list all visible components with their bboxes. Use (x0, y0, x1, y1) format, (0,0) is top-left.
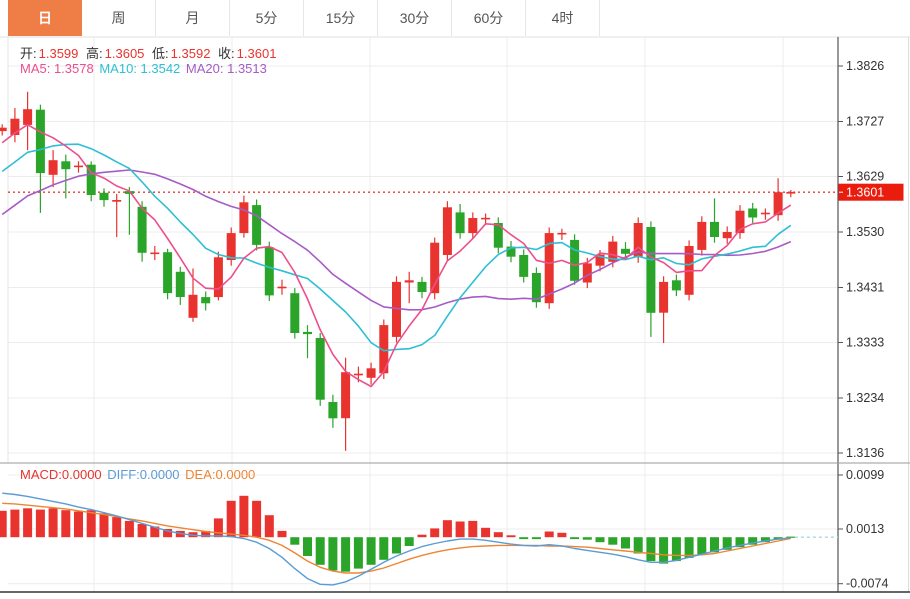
low-value: 1.3592 (170, 46, 211, 61)
ma5-value: MA5: 1.3578 (20, 61, 94, 76)
svg-text:1.3727: 1.3727 (846, 115, 884, 129)
svg-text:0.0013: 0.0013 (846, 522, 884, 536)
macd-histogram (0, 495, 796, 572)
high-value: 1.3605 (104, 46, 145, 61)
svg-text:1.3629: 1.3629 (846, 170, 884, 184)
macd-lines (2, 492, 838, 586)
gridlines (8, 37, 838, 592)
tab-30min[interactable]: 30分 (378, 0, 452, 36)
high-label: 高: (86, 46, 103, 61)
period-tab-bar: 日 周 月 5分 15分 30分 60分 4时 (0, 0, 910, 36)
macd-readout: MACD:0.0000 DIFF:0.0000 DEA:0.0000 (20, 467, 257, 482)
ohlc-readout: 开: 1.3599 高: 1.3605 低: 1.3592 收: 1.3601 (20, 43, 280, 62)
svg-text:1.3601: 1.3601 (846, 185, 884, 199)
close-label: 收: (218, 46, 235, 61)
svg-text:0.0099: 0.0099 (846, 468, 884, 482)
svg-text:1.3136: 1.3136 (846, 446, 884, 460)
svg-text:1.3333: 1.3333 (846, 336, 884, 350)
price-axis: 1.3826 1.3727 1.3629 1.3530 1.3431 1.3333 1.32… (838, 59, 888, 591)
tab-day[interactable]: 日 (8, 0, 82, 36)
ma-lines (1, 123, 792, 388)
svg-text:1.3234: 1.3234 (846, 391, 884, 405)
ma-readout: MA5: 1.3578 MA10: 1.3542 MA20: 1.3513 (20, 61, 269, 76)
frame-borders (0, 36, 910, 593)
open-value: 1.3599 (38, 46, 79, 61)
svg-text:-0.0074: -0.0074 (846, 577, 888, 591)
tab-15min[interactable]: 15分 (304, 0, 378, 36)
last-price-badge: 1.3601 (838, 183, 904, 201)
open-label: 开: (20, 46, 37, 61)
low-label: 低: (152, 46, 169, 61)
close-value: 1.3601 (236, 46, 277, 61)
tab-week[interactable]: 周 (82, 0, 156, 36)
diff-value: DIFF:0.0000 (107, 467, 180, 482)
ma20-value: MA20: 1.3513 (185, 61, 267, 76)
tab-60min[interactable]: 60分 (452, 0, 526, 36)
svg-text:1.3530: 1.3530 (846, 225, 884, 239)
tab-5min[interactable]: 5分 (230, 0, 304, 36)
macd-value: MACD:0.0000 (20, 467, 102, 482)
svg-text:1.3431: 1.3431 (846, 281, 884, 295)
dea-value: DEA:0.0000 (185, 467, 256, 482)
tab-month[interactable]: 月 (156, 0, 230, 36)
svg-text:1.3826: 1.3826 (846, 59, 884, 73)
tab-4hour[interactable]: 4时 (526, 0, 600, 36)
ma10-value: MA10: 1.3542 (99, 61, 181, 76)
